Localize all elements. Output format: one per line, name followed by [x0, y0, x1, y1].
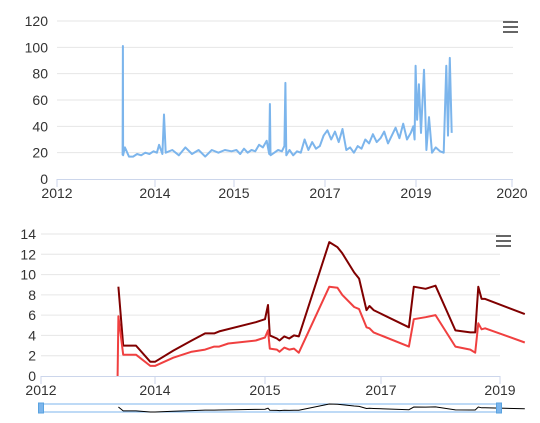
- series-line-1: [121, 45, 453, 158]
- top-chart-y-axis: 0 20 40 60 80 100 120: [25, 13, 49, 187]
- x-tick-label: 2012: [41, 185, 72, 201]
- x-tick-label: 2014: [139, 185, 170, 201]
- y-tick-label: 8: [28, 287, 36, 303]
- navigator-series: [118, 403, 525, 413]
- top-chart: 0 20 40 60 80 100 120 2012 2014 2015 2017 2019 2020: [25, 13, 528, 201]
- y-tick-label: 80: [32, 66, 48, 82]
- y-tick-label: 100: [25, 39, 49, 55]
- top-chart-x-axis: 2012 2014 2015 2017 2019 2020: [41, 179, 528, 201]
- navigator-left-handle[interactable]: [38, 402, 44, 414]
- x-tick-label: 2014: [139, 382, 170, 398]
- x-tick-label: 2019: [484, 382, 515, 398]
- y-tick-label: 10: [20, 267, 36, 283]
- y-tick-label: 12: [20, 246, 36, 262]
- menu-hamburger-icon[interactable]: [500, 17, 520, 37]
- navigator-outline: [40, 403, 500, 413]
- y-tick-label: 4: [28, 327, 36, 343]
- bottom-chart: 0 2 4 6 8 10 12 14 2012 2014 2015 2017 2019: [20, 226, 526, 398]
- bottom-chart-y-axis: 0 2 4 6 8 10 12 14: [20, 226, 36, 384]
- navigator-line: [118, 403, 525, 413]
- y-tick-label: 14: [20, 226, 36, 242]
- y-tick-label: 0: [40, 171, 48, 187]
- bottom-chart-series: [116, 241, 526, 377]
- x-tick-label: 2020: [496, 185, 527, 201]
- y-tick-label: 6: [28, 307, 36, 323]
- series-line-1: [117, 241, 526, 363]
- y-tick-label: 0: [28, 368, 36, 384]
- x-tick-label: 2015: [218, 185, 249, 201]
- menu-hamburger-icon[interactable]: [492, 231, 514, 251]
- y-tick-label: 2: [28, 348, 36, 364]
- x-tick-label: 2017: [365, 382, 396, 398]
- y-tick-label: 40: [32, 118, 48, 134]
- x-tick-label: 2017: [309, 185, 340, 201]
- y-tick-label: 60: [32, 92, 48, 108]
- range-navigator[interactable]: [38, 402, 525, 414]
- y-tick-label: 20: [32, 145, 48, 161]
- bottom-chart-x-axis: 2012 2014 2015 2017 2019: [25, 376, 516, 398]
- bottom-chart-gridlines: [41, 233, 500, 357]
- y-tick-label: 120: [25, 13, 49, 29]
- top-chart-series: [121, 45, 453, 158]
- x-tick-label: 2015: [249, 382, 280, 398]
- navigator-right-handle[interactable]: [496, 402, 502, 414]
- series-line-2: [116, 285, 526, 377]
- x-tick-label: 2012: [25, 382, 56, 398]
- x-tick-label: 2019: [400, 185, 431, 201]
